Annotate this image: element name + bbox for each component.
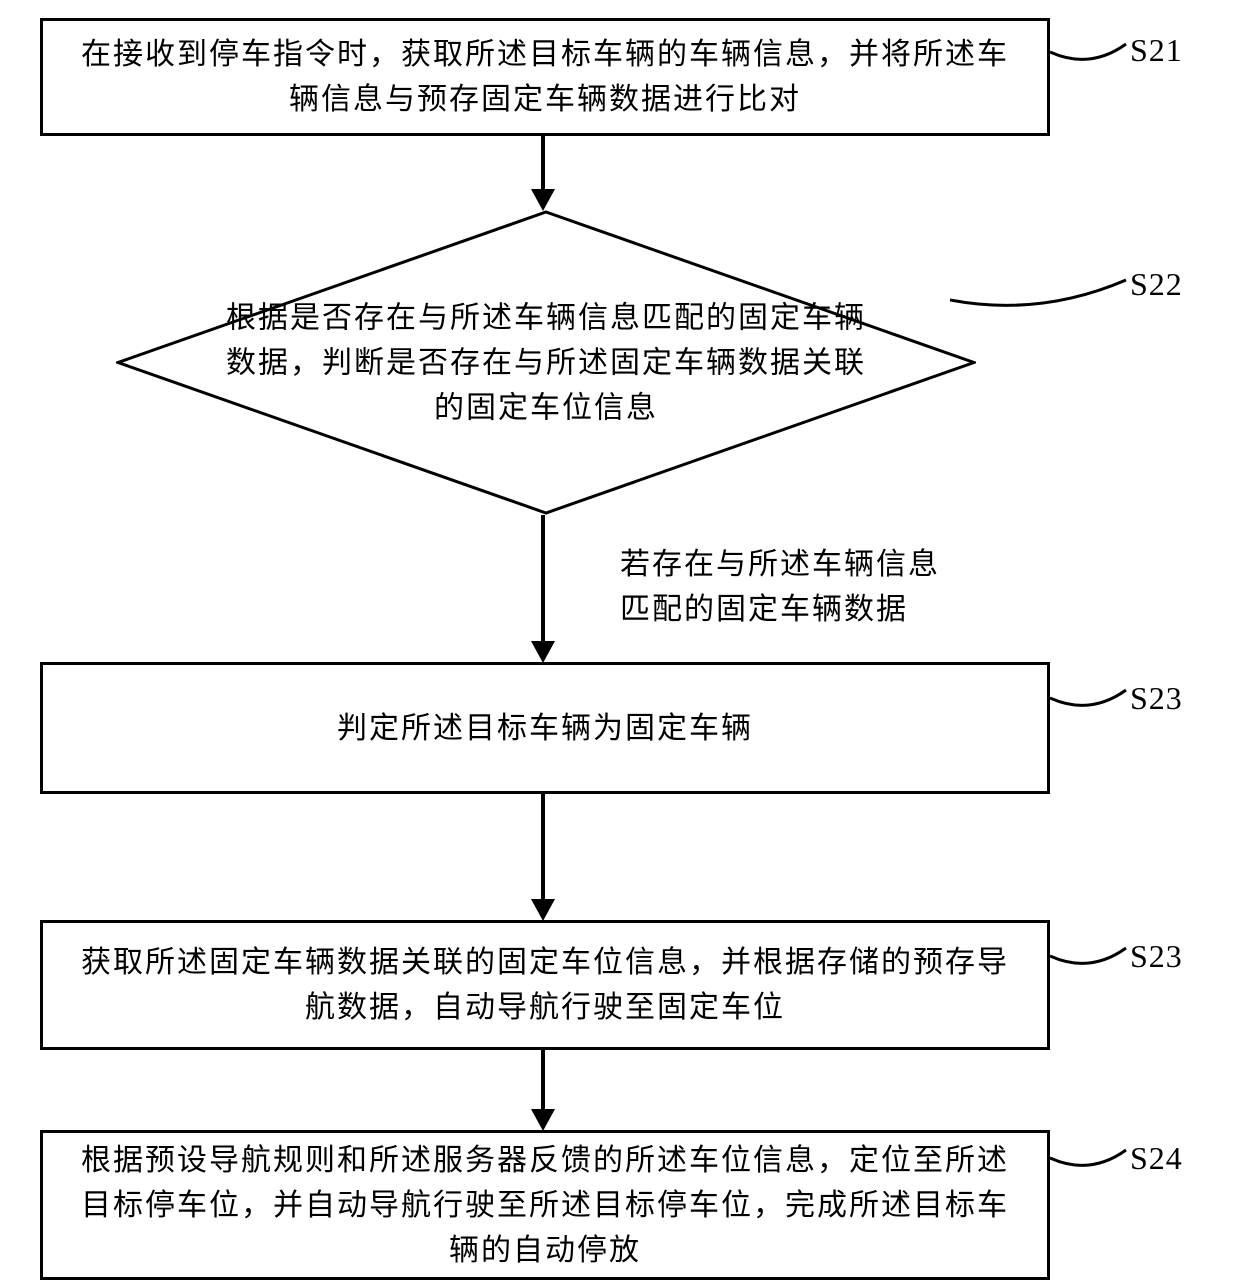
step-s24-box: 根据预设导航规则和所述服务器反馈的所述车位信息，定位至所述目标停车位，并自动导航… xyxy=(40,1130,1050,1280)
connector-s21 xyxy=(1050,30,1130,70)
connector-s24 xyxy=(1050,1136,1130,1176)
arrow-s23a-s23b-line xyxy=(541,794,545,901)
step-s22-label: S22 xyxy=(1130,266,1183,303)
step-s23a-label: S23 xyxy=(1130,680,1183,717)
step-s24-label: S24 xyxy=(1130,1140,1183,1177)
arrow-s22-s23a-line xyxy=(541,515,545,643)
arrow-s23a-s23b-head xyxy=(531,899,555,921)
edge-label-match-line1: 若存在与所述车辆信息 xyxy=(620,542,940,587)
flowchart-canvas: 在接收到停车指令时，获取所述目标车辆的车辆信息，并将所述车辆信息与预存固定车辆数… xyxy=(0,0,1240,1287)
connector-s23a xyxy=(1050,676,1130,716)
connector-s22 xyxy=(950,262,1130,312)
step-s21-label: S21 xyxy=(1130,32,1183,69)
step-s23b-label: S23 xyxy=(1130,938,1183,975)
step-s23a-box: 判定所述目标车辆为固定车辆 xyxy=(40,662,1050,794)
step-s22-diamond: 根据是否存在与所述车辆信息匹配的固定车辆数据，判断是否存在与所述固定车辆数据关联… xyxy=(116,210,976,515)
step-s22-text: 根据是否存在与所述车辆信息匹配的固定车辆数据，判断是否存在与所述固定车辆数据关联… xyxy=(224,295,869,430)
arrow-s21-s22-line xyxy=(541,136,545,191)
edge-label-match-line2: 匹配的固定车辆数据 xyxy=(620,587,940,632)
arrow-s22-s23a-head xyxy=(531,641,555,663)
arrow-s21-s22-head xyxy=(531,189,555,211)
arrow-s23b-s24-head xyxy=(531,1109,555,1131)
step-s23a-text: 判定所述目标车辆为固定车辆 xyxy=(337,706,753,751)
step-s23b-box: 获取所述固定车辆数据关联的固定车位信息，并根据存储的预存导航数据，自动导航行驶至… xyxy=(40,920,1050,1050)
step-s21-box: 在接收到停车指令时，获取所述目标车辆的车辆信息，并将所述车辆信息与预存固定车辆数… xyxy=(40,18,1050,136)
step-s24-text: 根据预设导航规则和所述服务器反馈的所述车位信息，定位至所述目标停车位，并自动导航… xyxy=(67,1138,1023,1273)
step-s23b-text: 获取所述固定车辆数据关联的固定车位信息，并根据存储的预存导航数据，自动导航行驶至… xyxy=(67,940,1023,1030)
edge-label-match: 若存在与所述车辆信息 匹配的固定车辆数据 xyxy=(620,542,940,632)
arrow-s23b-s24-line xyxy=(541,1050,545,1111)
connector-s23b xyxy=(1050,934,1130,974)
step-s21-text: 在接收到停车指令时，获取所述目标车辆的车辆信息，并将所述车辆信息与预存固定车辆数… xyxy=(67,32,1023,122)
